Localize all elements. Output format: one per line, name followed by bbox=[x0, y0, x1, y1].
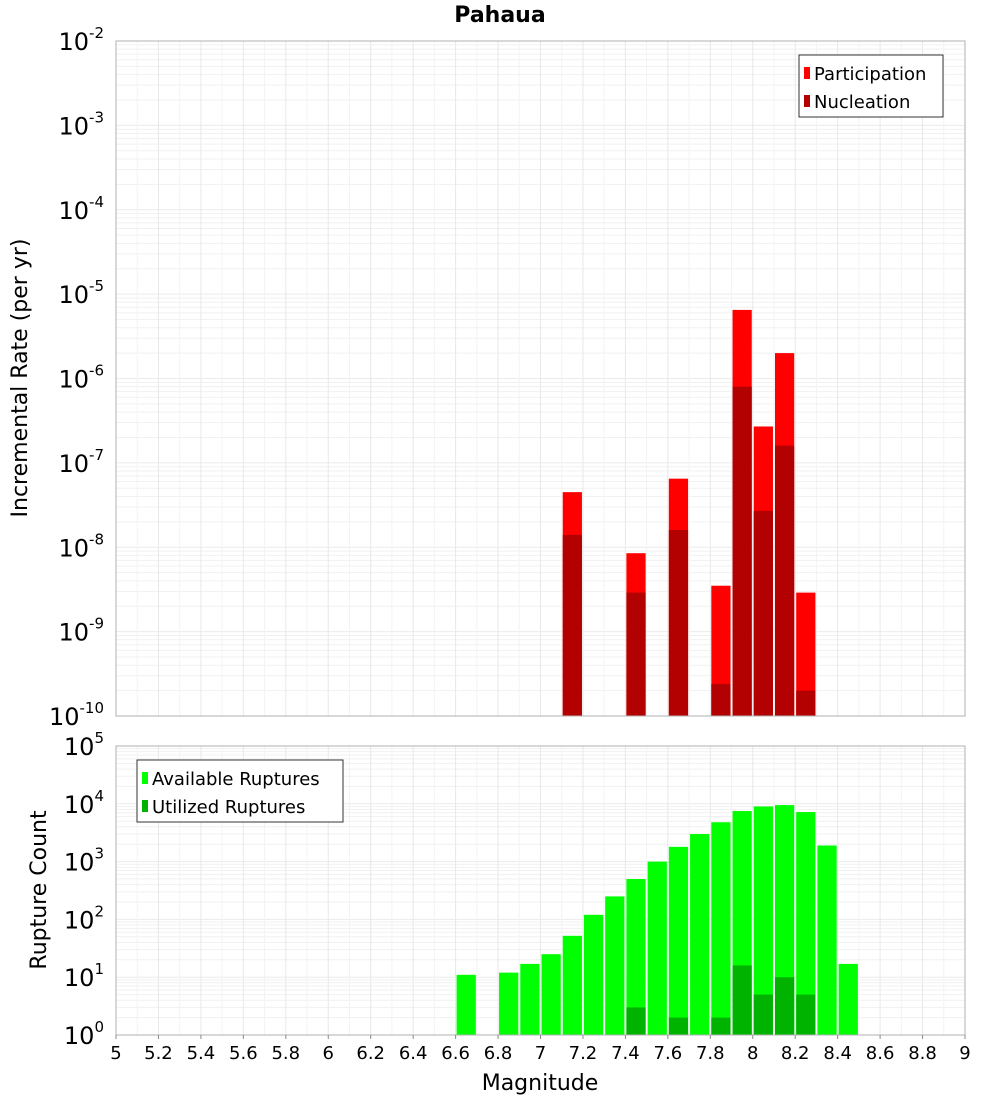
bottom-bar-utilized-ruptures-9 bbox=[796, 994, 816, 1035]
bottom-bar-utilized-ruptures-7 bbox=[753, 994, 773, 1035]
bottom-ytick-label: 102 bbox=[64, 902, 104, 934]
top-bar-nucleation-6 bbox=[774, 445, 795, 716]
bottom-bar-available-ruptures-15 bbox=[796, 812, 816, 1035]
x-tick-label: 6.2 bbox=[356, 1043, 385, 1064]
x-tick-label: 7.2 bbox=[569, 1043, 598, 1064]
top-ytick-label: 10-2 bbox=[58, 24, 104, 56]
x-tick-label: 5.2 bbox=[144, 1043, 173, 1064]
bottom-bar-available-ruptures-11 bbox=[711, 822, 731, 1035]
top-bar-nucleation-7 bbox=[796, 690, 816, 716]
top-ytick-label: 10-5 bbox=[58, 277, 104, 309]
top-bar-nucleation-2 bbox=[668, 530, 689, 716]
x-tick-label: 5.6 bbox=[229, 1043, 258, 1064]
bottom-legend-swatch-1 bbox=[142, 800, 148, 812]
top-legend-entry-0: Participation bbox=[814, 64, 926, 85]
top-ytick-label: 10-3 bbox=[58, 108, 104, 140]
top-bar-nucleation-5 bbox=[753, 510, 773, 716]
bottom-bar-available-ruptures-9 bbox=[668, 846, 689, 1035]
top-ytick-label: 10-9 bbox=[58, 615, 104, 647]
bottom-legend-entry-1: Utilized Ruptures bbox=[152, 797, 305, 818]
top-bar-participation-7 bbox=[796, 592, 816, 716]
x-tick-label: 5 bbox=[110, 1043, 121, 1064]
x-tick-label: 7 bbox=[535, 1043, 546, 1064]
top-ytick-label: 10-10 bbox=[49, 699, 104, 731]
top-bar-nucleation-0 bbox=[562, 534, 582, 716]
top-ylabel: Incremental Rate (per yr) bbox=[8, 239, 33, 518]
bottom-bar-available-ruptures-10 bbox=[690, 834, 710, 1035]
x-tick-label: 8.2 bbox=[781, 1043, 810, 1064]
bottom-bar-available-ruptures-6 bbox=[605, 896, 625, 1035]
x-tick-label: 8.6 bbox=[866, 1043, 895, 1064]
bottom-bar-available-ruptures-13 bbox=[753, 806, 773, 1035]
x-tick-label: 6.8 bbox=[484, 1043, 513, 1064]
x-tick-label: 7.6 bbox=[654, 1043, 683, 1064]
bottom-bar-available-ruptures-8 bbox=[647, 861, 667, 1035]
bottom-legend bbox=[136, 759, 344, 823]
x-tick-label: 6.4 bbox=[399, 1043, 428, 1064]
top-legend-swatch-1 bbox=[804, 95, 810, 107]
x-tick-label: 8 bbox=[747, 1043, 758, 1064]
x-tick-label: 6 bbox=[323, 1043, 334, 1064]
bottom-bar-utilized-ruptures-6 bbox=[732, 965, 752, 1035]
top-ytick-label: 10-4 bbox=[58, 193, 104, 225]
bottom-bar-available-ruptures-3 bbox=[541, 954, 561, 1035]
bottom-ytick-label: 101 bbox=[64, 960, 104, 992]
x-axis-label: Magnitude bbox=[482, 1071, 599, 1096]
x-tick-label: 9 bbox=[959, 1043, 970, 1064]
top-bar-nucleation-3 bbox=[711, 683, 731, 716]
top-legend-swatch-0 bbox=[804, 67, 810, 79]
bottom-bar-available-ruptures-1 bbox=[499, 972, 519, 1035]
bottom-ytick-label: 103 bbox=[64, 845, 104, 877]
bottom-bar-available-ruptures-17 bbox=[838, 963, 858, 1035]
x-tick-label: 5.4 bbox=[187, 1043, 216, 1064]
x-tick-label: 8.4 bbox=[823, 1043, 852, 1064]
bottom-bar-utilized-ruptures-3 bbox=[668, 1017, 689, 1035]
chart-title: Pahaua bbox=[454, 3, 545, 28]
bottom-legend-swatch-0 bbox=[142, 772, 148, 784]
top-legend-entry-1: Nucleation bbox=[814, 92, 910, 113]
bottom-ytick-label: 104 bbox=[64, 787, 104, 819]
bottom-ytick-label: 100 bbox=[64, 1018, 104, 1050]
top-ytick-label: 10-7 bbox=[58, 446, 104, 478]
top-ytick-label: 10-6 bbox=[58, 362, 104, 394]
top-legend bbox=[798, 54, 944, 118]
bottom-bar-available-ruptures-2 bbox=[520, 963, 540, 1035]
x-tick-label: 7.8 bbox=[696, 1043, 725, 1064]
top-bar-nucleation-1 bbox=[626, 592, 646, 716]
bottom-bar-utilized-ruptures-8 bbox=[774, 977, 795, 1035]
top-bar-nucleation-4 bbox=[732, 386, 752, 716]
bottom-ylabel: Rupture Count bbox=[27, 810, 52, 970]
bottom-bar-utilized-ruptures-2 bbox=[626, 1007, 646, 1035]
x-tick-label: 8.8 bbox=[908, 1043, 937, 1064]
bottom-bar-available-ruptures-0 bbox=[456, 974, 476, 1035]
top-ytick-label: 10-8 bbox=[58, 530, 104, 562]
bottom-bar-available-ruptures-5 bbox=[583, 914, 604, 1035]
bottom-ytick-label: 105 bbox=[64, 729, 104, 761]
bottom-bar-available-ruptures-7 bbox=[626, 878, 646, 1035]
x-tick-label: 6.6 bbox=[441, 1043, 470, 1064]
x-tick-label: 7.4 bbox=[611, 1043, 640, 1064]
bottom-bar-available-ruptures-4 bbox=[562, 935, 582, 1035]
bottom-plot: 100 101 102 103 104 105 Available Ruptures Util… bbox=[64, 729, 971, 1064]
x-tick-label: 5.8 bbox=[271, 1043, 300, 1064]
bottom-bar-available-ruptures-16 bbox=[817, 845, 837, 1035]
bottom-bar-utilized-ruptures-5 bbox=[711, 1017, 731, 1035]
top-plot: 10-10 10-9 10-8 10-7 10-6 10-5 10-4 10-3 10-2 Par… bbox=[49, 24, 966, 731]
bottom-legend-entry-0: Available Ruptures bbox=[152, 769, 320, 790]
top-bar-participation-3 bbox=[711, 585, 731, 716]
